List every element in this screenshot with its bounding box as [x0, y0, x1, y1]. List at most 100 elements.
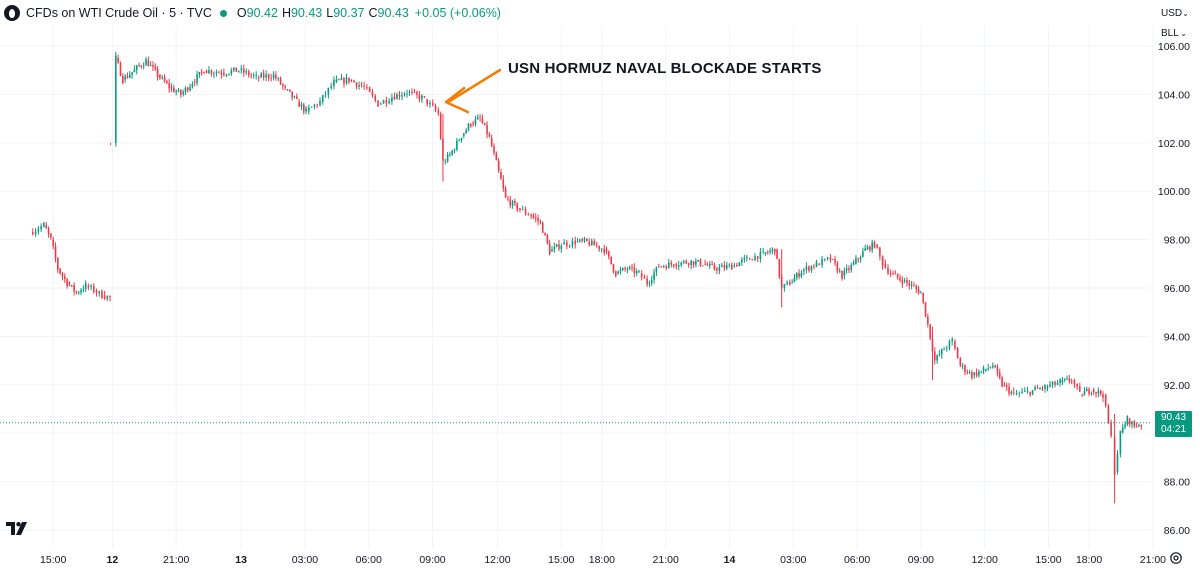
candle-body [836, 263, 839, 272]
candle [646, 275, 648, 287]
candle [1012, 387, 1015, 396]
candle [805, 262, 808, 274]
candle-body [184, 87, 187, 92]
candle [818, 262, 821, 266]
candle [458, 138, 460, 142]
candle [1121, 424, 1124, 434]
candle-body [896, 273, 899, 278]
candle [920, 290, 922, 294]
candle-body [463, 133, 465, 136]
candle [1010, 390, 1013, 396]
candle-body [690, 260, 692, 266]
candle [586, 238, 588, 242]
candle [1041, 385, 1044, 392]
candle-body [177, 89, 180, 92]
candle-body [879, 247, 881, 257]
candle-body [831, 258, 834, 260]
candle [541, 221, 544, 234]
candle [913, 281, 915, 287]
candle [154, 63, 157, 71]
tradingview-logo-icon[interactable] [6, 522, 30, 536]
candle-body [495, 152, 498, 161]
candle [633, 263, 636, 278]
candle [393, 92, 396, 101]
candle [803, 267, 805, 276]
candle [798, 269, 800, 280]
candle-body [223, 72, 225, 75]
candle [1054, 380, 1056, 388]
unit-dropdown[interactable]: BLL ⌄ [1158, 24, 1190, 42]
candle [497, 158, 500, 173]
last-price-value: 90.43 [1160, 412, 1187, 423]
candle-body [321, 95, 324, 102]
candle [124, 74, 126, 83]
candle-body [437, 110, 440, 114]
candle [906, 277, 908, 287]
candle-body [408, 91, 411, 93]
candle [360, 81, 363, 88]
candle-body [783, 284, 786, 288]
candle [235, 67, 238, 72]
candle [519, 207, 521, 213]
time-tick-label: 12:00 [484, 554, 510, 566]
candle [1095, 391, 1097, 398]
candle [762, 247, 764, 255]
candle-body [330, 86, 332, 88]
symbol-logo-icon[interactable] [4, 5, 20, 21]
candle-body [1021, 391, 1023, 393]
candle-body [131, 72, 133, 75]
candle [574, 236, 576, 249]
candle [59, 267, 61, 275]
candle [444, 158, 447, 165]
candle-body [608, 251, 610, 257]
candle-body [242, 68, 245, 73]
candle [766, 250, 769, 255]
candle [122, 73, 124, 85]
candle-body [486, 124, 488, 135]
candle-body [193, 82, 196, 84]
symbol-title[interactable]: CFDs on WTI Crude Oil · 5 · TVC [26, 6, 212, 20]
chart-header: CFDs on WTI Crude Oil · 5 · TVC O 90.42 H… [0, 0, 1150, 26]
candle [975, 368, 978, 378]
currency-dropdown[interactable]: USD ⌄ [1158, 4, 1190, 22]
candle [398, 90, 401, 100]
candle-body [803, 269, 805, 272]
candle-body [324, 94, 327, 96]
gear-icon[interactable] [1169, 551, 1183, 565]
candle-body [128, 74, 131, 78]
candle [128, 71, 131, 79]
candle-body [1070, 381, 1073, 383]
candle-body [1018, 392, 1021, 394]
price-tick-label: 88.00 [1164, 477, 1190, 489]
candle-body [396, 94, 398, 100]
candle-body [829, 257, 832, 260]
candle-body [922, 292, 924, 303]
candle-body [810, 265, 813, 271]
candle-body [687, 263, 690, 266]
candle [1135, 422, 1138, 428]
candle-body [906, 280, 908, 283]
candle-body [1061, 379, 1064, 383]
candle [843, 267, 846, 280]
candle-body [175, 91, 177, 93]
candle-body [544, 232, 546, 235]
candle [1008, 383, 1010, 397]
price-tick-label: 86.00 [1164, 525, 1190, 537]
candle-body [548, 243, 551, 255]
candle [934, 347, 936, 365]
candle-body [818, 263, 821, 266]
candle [966, 369, 969, 375]
candle [54, 242, 57, 263]
candle-body [1046, 386, 1049, 388]
candle [191, 81, 194, 89]
candle [208, 66, 210, 75]
candle [411, 88, 413, 96]
candle [563, 239, 565, 245]
candle [617, 270, 619, 275]
candle [968, 369, 971, 375]
candle [855, 255, 857, 265]
candle-body [98, 291, 101, 294]
candle-body [754, 256, 756, 261]
candle-body [262, 73, 265, 78]
